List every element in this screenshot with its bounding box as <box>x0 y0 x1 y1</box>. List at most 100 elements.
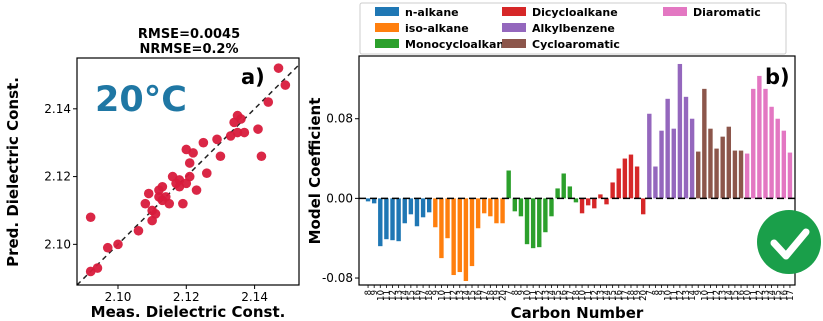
x-tick-label: 13 <box>682 290 692 301</box>
x-tick-label: 16 <box>615 290 625 301</box>
legend-swatch <box>663 7 687 16</box>
legend-label: Dicycloalkane <box>532 6 618 19</box>
bar <box>524 198 530 245</box>
scatter-point <box>201 168 212 178</box>
bar <box>475 198 481 229</box>
bar <box>585 198 591 206</box>
x-tick-label: 9 <box>370 290 380 295</box>
x-tick-label: 9 <box>658 290 668 295</box>
x-tick-label: 17 <box>480 290 490 301</box>
x-tick-label: 11 <box>706 290 716 301</box>
bar <box>659 130 664 199</box>
scatter-point <box>133 225 144 236</box>
bar <box>604 198 609 205</box>
x-tick-label: 2.14 <box>241 290 268 304</box>
x-tick-label: 10 <box>700 290 710 301</box>
x-tick-label: 19 <box>633 290 643 301</box>
x-tick-label: 13 <box>456 290 466 301</box>
x-tick-label: 11 <box>670 290 680 301</box>
x-tick-label: 20 <box>639 290 649 301</box>
x-tick-label: 13 <box>761 290 771 301</box>
x-tick-label: 13 <box>719 290 729 301</box>
scatter-point <box>184 171 195 182</box>
bar <box>488 198 493 217</box>
bar <box>365 198 371 202</box>
x-tick-label: 17 <box>621 290 631 301</box>
bar <box>616 168 621 199</box>
bar <box>634 166 640 199</box>
bar <box>696 151 701 199</box>
scatter-point <box>164 198 175 209</box>
x-tick-label: 10 <box>743 290 753 301</box>
y-tick-label: 0.00 <box>326 191 353 205</box>
bar <box>647 113 652 199</box>
panel-b-label: b) <box>765 65 790 89</box>
bar <box>469 198 475 267</box>
x-tick-label: 14 <box>688 290 698 301</box>
x-tick-label: 10 <box>376 290 386 301</box>
bar <box>671 128 676 199</box>
bar <box>567 186 573 199</box>
x-tick-label: 11 <box>382 290 392 301</box>
legend-swatch <box>375 23 399 32</box>
panel-a-label: a) <box>241 65 265 89</box>
scatter-point <box>150 209 161 219</box>
bar <box>396 198 401 242</box>
x-tick-label: 8 <box>651 290 661 295</box>
x-tick-label: 13 <box>541 290 551 301</box>
x-tick-label: 16 <box>474 290 484 301</box>
bar <box>640 198 646 215</box>
bar <box>549 198 554 217</box>
scatter-point <box>198 137 209 148</box>
legend-label: Cycloaromatic <box>532 38 620 51</box>
checkmark-circle-icon <box>757 210 821 274</box>
bar <box>371 198 377 204</box>
x-tick-label: 12 <box>389 290 399 301</box>
x-tick-label: 11 <box>444 290 454 301</box>
bar <box>378 198 383 247</box>
x-tick-label: 12 <box>590 290 600 301</box>
x-tick-label: 13 <box>395 290 405 301</box>
bar <box>628 154 634 199</box>
x-tick-label: 12 <box>755 290 765 301</box>
x-tick-label: 15 <box>468 290 478 301</box>
checkmark-badge <box>757 210 821 274</box>
bar-axes-frame <box>358 55 796 286</box>
bar-plot-area: 8910111213141516171891011121314151617181… <box>322 63 796 301</box>
bar <box>561 173 566 199</box>
y-tick-label: 2.14 <box>44 102 71 116</box>
x-tick-label: 17 <box>566 290 576 301</box>
x-tick-label: 7 <box>505 290 515 295</box>
scatter-point <box>253 124 263 134</box>
x-tick-label: 16 <box>560 290 570 301</box>
temperature-annotation: 20°C <box>95 80 187 120</box>
x-tick-label: 15 <box>731 290 741 301</box>
bar <box>610 182 615 199</box>
x-tick-label: 2.10 <box>105 290 132 304</box>
x-tick-label: 12 <box>676 290 686 301</box>
bar <box>598 194 603 199</box>
bar <box>457 198 462 273</box>
bar <box>775 118 780 199</box>
bar <box>402 198 407 224</box>
x-tick-label: 14 <box>768 290 778 301</box>
x-tick-label: 14 <box>547 290 557 301</box>
legend-label: iso-alkane <box>405 22 469 35</box>
bar <box>573 198 579 203</box>
scatter-y-axis-label: Pred. Dielectric Const. <box>4 77 22 267</box>
bar <box>451 198 456 276</box>
bar <box>677 63 683 199</box>
bar <box>732 150 738 199</box>
legend-swatch <box>375 7 399 16</box>
bar <box>512 198 518 212</box>
bar <box>463 198 469 282</box>
x-tick-label: 14 <box>603 290 613 301</box>
scatter-point <box>140 198 151 209</box>
bar <box>543 198 548 233</box>
bar <box>433 198 438 228</box>
scatter-point <box>188 148 198 158</box>
x-tick-label: 16 <box>413 290 423 301</box>
x-tick-label: 18 <box>572 290 582 301</box>
bar <box>579 198 585 214</box>
